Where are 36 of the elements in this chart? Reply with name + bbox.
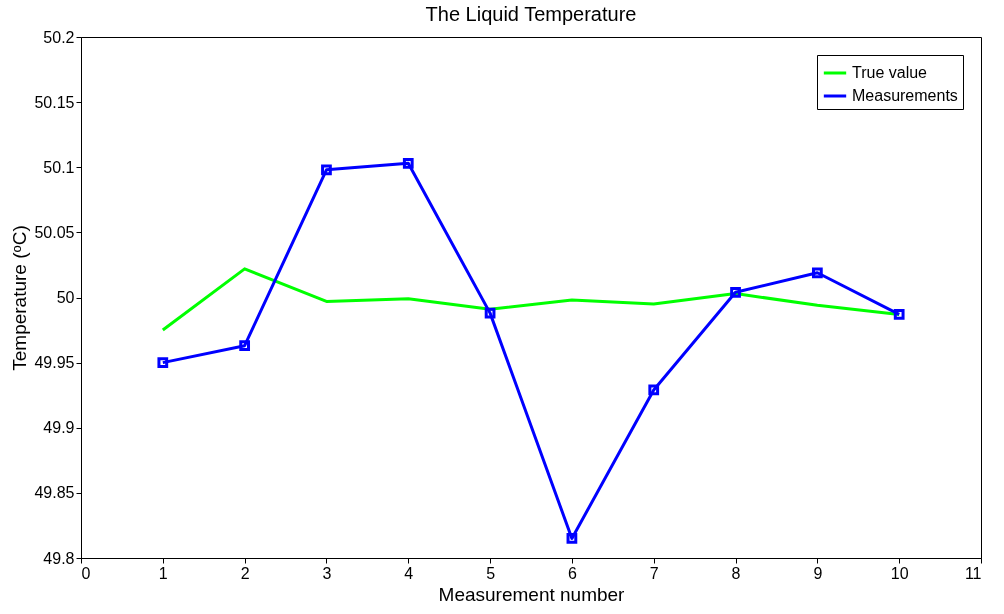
point: [239, 340, 251, 352]
x-tick-label: 11: [964, 564, 982, 582]
legend-label: True value: [852, 64, 928, 81]
chart-title: The Liquid Temperature: [425, 3, 637, 25]
y-axis-title: Temperature (ᵒC): [9, 225, 31, 371]
y-tick-label: 50.15: [34, 93, 75, 111]
y-tick-label: 49.8: [43, 549, 75, 567]
y-tick-label: 49.85: [34, 484, 75, 502]
x-tick-label: 9: [813, 564, 823, 582]
y-tick-label: 50.05: [34, 223, 75, 241]
legend-label: Measurements: [852, 87, 958, 104]
x-tick-label: 10: [890, 564, 909, 582]
point: [157, 357, 169, 368]
x-axis-title: Measurement number: [438, 583, 626, 605]
x-tick-label: 7: [649, 564, 659, 582]
x-tick-label: 1: [158, 564, 168, 582]
x-tick-label: 5: [486, 564, 496, 582]
point: [402, 157, 414, 169]
point: [811, 267, 823, 279]
y-tick-label: 49.95: [34, 354, 75, 372]
y-tick-label: 50.2: [43, 28, 75, 46]
point: [730, 286, 741, 298]
x-tick-label: 8: [731, 564, 741, 582]
point: [566, 533, 578, 544]
y-tick-label: 49.9: [43, 419, 75, 437]
point: [321, 164, 332, 176]
x-tick-label: 4: [404, 564, 414, 582]
x-tick-label: 3: [322, 564, 332, 582]
x-tick-label: 2: [240, 564, 250, 582]
x-tick-label: 6: [567, 564, 577, 582]
x-tick-label: 0: [81, 564, 91, 582]
point: [648, 384, 660, 396]
y-tick-label: 50.1: [43, 158, 75, 176]
y-tick-label: 50: [56, 289, 75, 306]
point: [893, 309, 905, 320]
point: [484, 307, 496, 319]
